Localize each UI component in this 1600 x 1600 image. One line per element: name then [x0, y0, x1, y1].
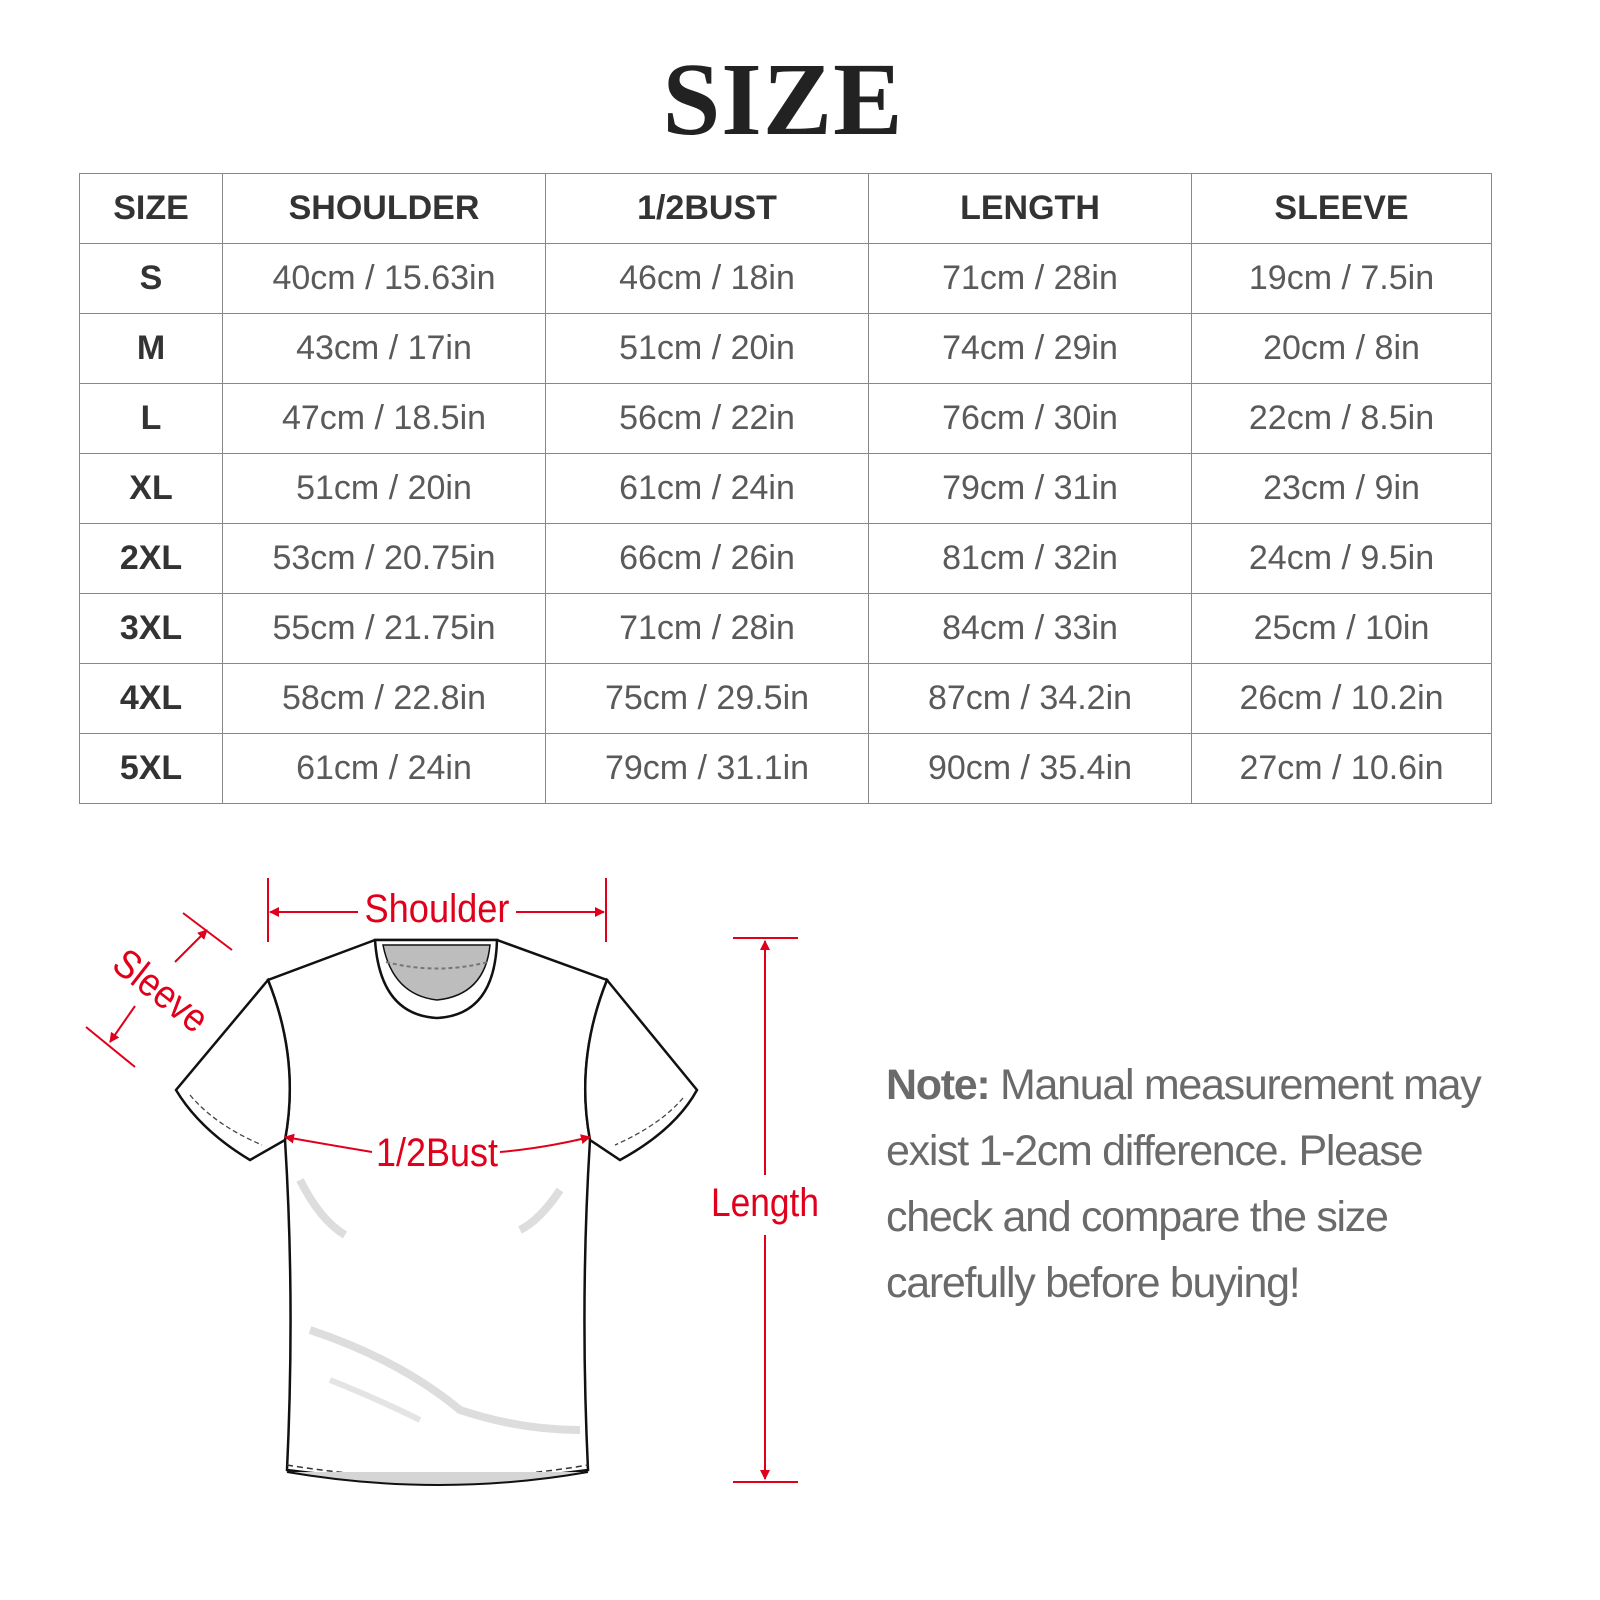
measurement-cell: 24cm / 9.5in: [1191, 523, 1492, 594]
size-cell: L: [79, 383, 223, 454]
tshirt-icon: [174, 938, 699, 1486]
measurement-cell: 71cm / 28in: [545, 593, 869, 664]
measurement-cell: 55cm / 21.75in: [222, 593, 546, 664]
measurement-cell: 61cm / 24in: [222, 733, 546, 804]
bust-arrow-left: [284, 1133, 373, 1153]
table-row: 2XL 53cm / 20.75in 66cm / 26in 81cm / 32in 2…: [79, 523, 1492, 594]
size-cell: S: [79, 243, 223, 314]
measurement-cell: 53cm / 20.75in: [222, 523, 546, 594]
table-row: 3XL 55cm / 21.75in 71cm / 28in 84cm / 33in 2…: [79, 593, 1492, 664]
measurement-cell: 90cm / 35.4in: [868, 733, 1192, 804]
bust-label: 1/2Bust: [376, 1131, 498, 1175]
table-row: S 40cm / 15.63in 46cm / 18in 71cm / 28in 19c…: [79, 243, 1492, 314]
size-cell: 3XL: [79, 593, 223, 664]
measurement-cell: 76cm / 30in: [868, 383, 1192, 454]
measurement-cell: 20cm / 8in: [1191, 313, 1492, 384]
measurement-cell: 19cm / 7.5in: [1191, 243, 1492, 314]
measurement-cell: 61cm / 24in: [545, 453, 869, 524]
measurement-cell: 26cm / 10.2in: [1191, 663, 1492, 734]
measurement-cell: 75cm / 29.5in: [545, 663, 869, 734]
size-cell: 4XL: [79, 663, 223, 734]
measurement-cell: 43cm / 17in: [222, 313, 546, 384]
measurement-cell: 58cm / 22.8in: [222, 663, 546, 734]
table-row: 5XL 61cm / 24in 79cm / 31.1in 90cm / 35.4in…: [79, 733, 1492, 804]
table-row: M 43cm / 17in 51cm / 20in 74cm / 29in 20cm /…: [79, 313, 1492, 384]
measurement-cell: 66cm / 26in: [545, 523, 869, 594]
bust-arrow-right: [499, 1134, 591, 1153]
measurement-cell: 51cm / 20in: [545, 313, 869, 384]
measurement-cell: 74cm / 29in: [868, 313, 1192, 384]
measurement-cell: 22cm / 8.5in: [1191, 383, 1492, 454]
note-text: Manual measurement may exist 1-2cm diffe…: [886, 1061, 1482, 1307]
table-row: L 47cm / 18.5in 56cm / 22in 76cm / 30in 22cm…: [79, 383, 1492, 454]
header-sleeve: SLEEVE: [1191, 173, 1492, 244]
table-header-row: SIZE SHOULDER 1/2BUST LENGTH SLEEVE: [79, 173, 1492, 244]
note: Note: Manual measurement may exist 1-2cm…: [886, 1052, 1526, 1316]
measurement-cell: 23cm / 9in: [1191, 453, 1492, 524]
measurement-cell: 84cm / 33in: [868, 593, 1192, 664]
measurement-cell: 27cm / 10.6in: [1191, 733, 1492, 804]
size-table: SIZE SHOULDER 1/2BUST LENGTH SLEEVE S 40c…: [79, 173, 1492, 804]
measurement-cell: 79cm / 31in: [868, 453, 1192, 524]
measurement-cell: 51cm / 20in: [222, 453, 546, 524]
header-bust: 1/2BUST: [545, 173, 869, 244]
measurement-cell: 46cm / 18in: [545, 243, 869, 314]
measurement-cell: 79cm / 31.1in: [545, 733, 869, 804]
shoulder-label: Shoulder: [365, 887, 510, 931]
table-row: XL 51cm / 20in 61cm / 24in 79cm / 31in 23cm …: [79, 453, 1492, 524]
measurement-cell: 56cm / 22in: [545, 383, 869, 454]
size-cell: 2XL: [79, 523, 223, 594]
header-length: LENGTH: [868, 173, 1192, 244]
page-title: SIZE: [662, 42, 904, 157]
size-cell: 5XL: [79, 733, 223, 804]
measurement-cell: 47cm / 18.5in: [222, 383, 546, 454]
header-size: SIZE: [79, 173, 223, 244]
measurement-cell: 40cm / 15.63in: [222, 243, 546, 314]
measurement-cell: 81cm / 32in: [868, 523, 1192, 594]
measurement-cell: 25cm / 10in: [1191, 593, 1492, 664]
sleeve-arrow-bottom: [109, 1005, 136, 1043]
note-label: Note:: [886, 1061, 991, 1109]
sleeve-arrow-top: [174, 929, 208, 963]
length-label: Length: [711, 1181, 819, 1225]
size-cell: M: [79, 313, 223, 384]
